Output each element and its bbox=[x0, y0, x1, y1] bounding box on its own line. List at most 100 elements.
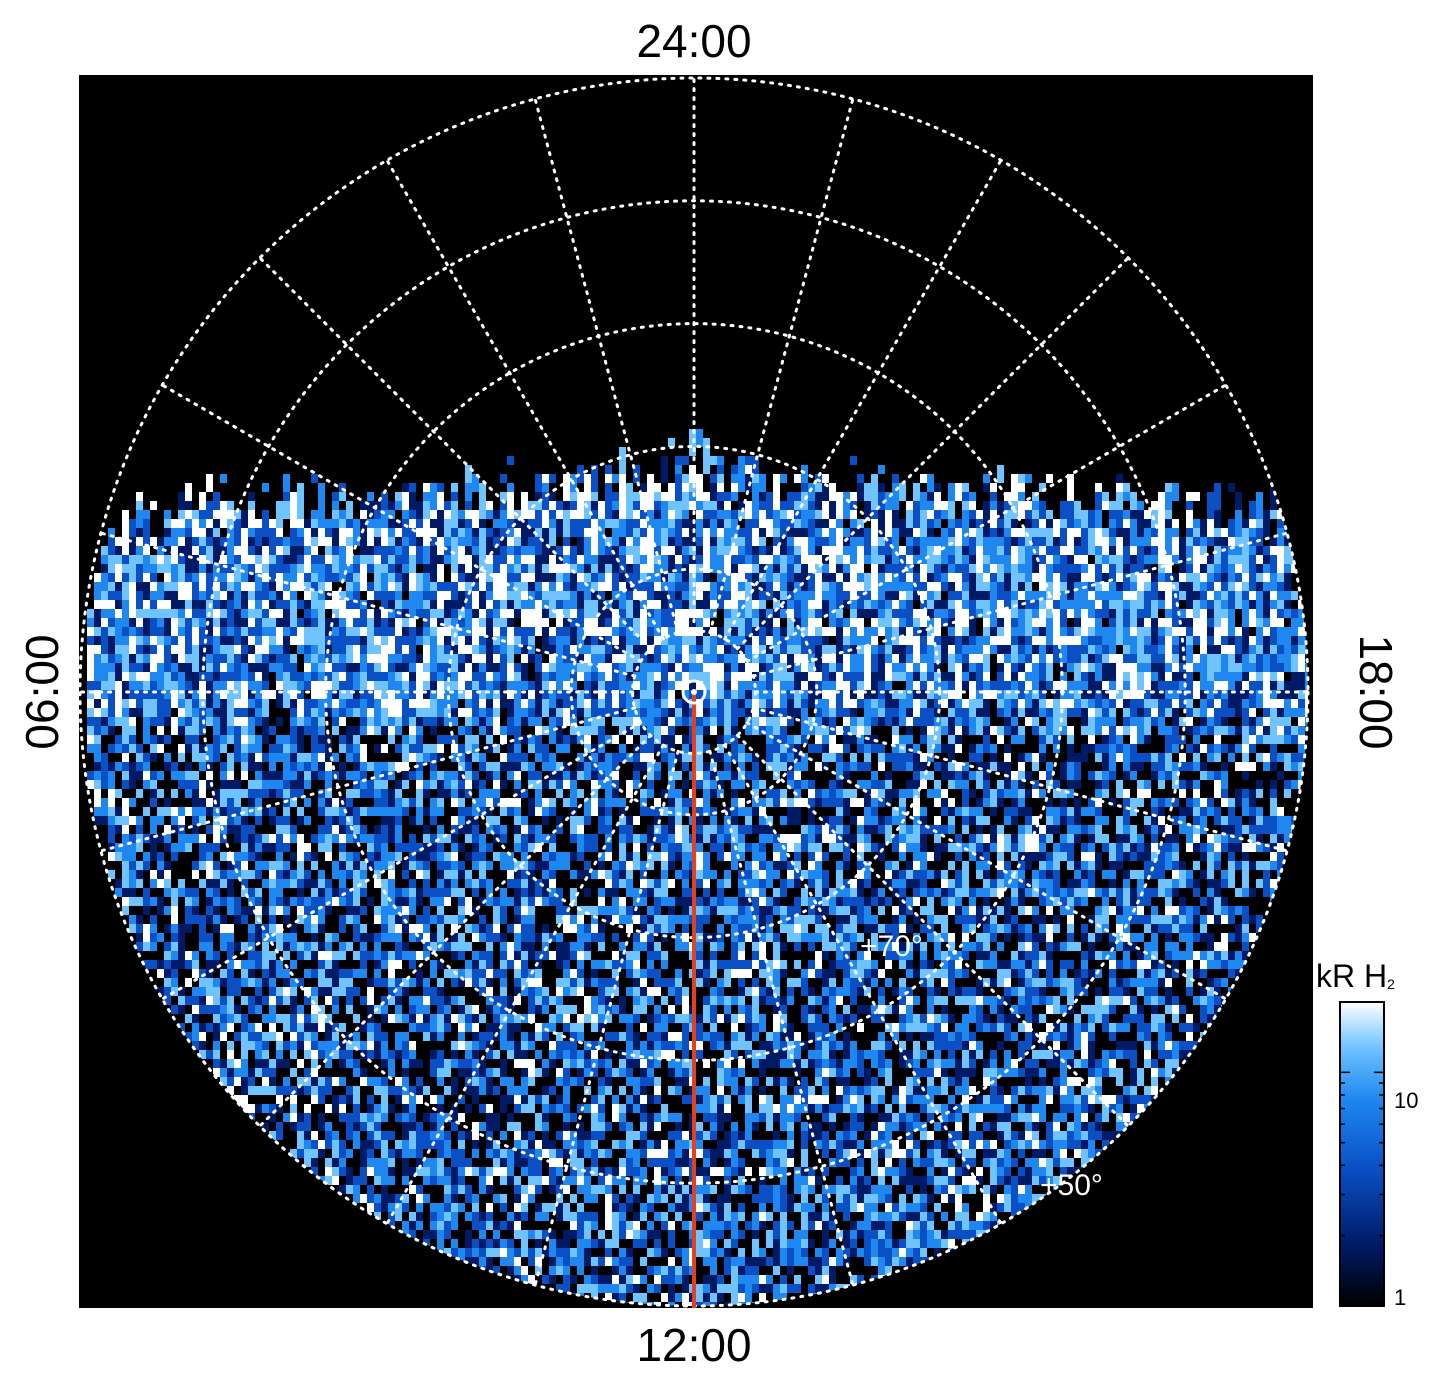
intensity-cell bbox=[1095, 708, 1102, 717]
intensity-cell bbox=[787, 708, 794, 717]
intensity-cell bbox=[395, 546, 402, 555]
intensity-cell bbox=[759, 645, 766, 654]
intensity-cell bbox=[857, 717, 864, 726]
intensity-cell bbox=[1116, 609, 1123, 627]
intensity-cell bbox=[304, 717, 311, 726]
intensity-cell bbox=[136, 510, 143, 519]
intensity-cell bbox=[199, 807, 206, 816]
intensity-cell bbox=[220, 627, 227, 636]
intensity-cell bbox=[381, 744, 388, 753]
intensity-cell bbox=[955, 807, 962, 816]
intensity-cell bbox=[738, 681, 745, 699]
intensity-cell bbox=[185, 780, 192, 789]
intensity-cell bbox=[192, 726, 199, 735]
intensity-cell bbox=[682, 609, 689, 636]
intensity-cell bbox=[1109, 735, 1116, 744]
intensity-cell bbox=[416, 726, 423, 735]
intensity-cell bbox=[248, 654, 255, 663]
intensity-cell bbox=[1123, 573, 1130, 582]
intensity-cell bbox=[1214, 564, 1221, 573]
intensity-cell bbox=[1116, 744, 1123, 753]
intensity-cell bbox=[836, 501, 843, 510]
intensity-cell bbox=[1123, 798, 1130, 807]
intensity-cell bbox=[199, 492, 206, 519]
intensity-cell bbox=[668, 600, 675, 618]
intensity-cell bbox=[346, 645, 353, 654]
intensity-cell bbox=[402, 618, 409, 627]
intensity-cell bbox=[696, 474, 703, 510]
intensity-cell bbox=[108, 789, 115, 798]
intensity-cell bbox=[864, 780, 871, 789]
intensity-cell bbox=[1067, 807, 1074, 816]
intensity-cell bbox=[472, 663, 479, 672]
intensity-cell bbox=[1270, 807, 1277, 816]
intensity-cell bbox=[1130, 726, 1137, 735]
intensity-cell bbox=[906, 708, 913, 717]
intensity-cell bbox=[1207, 519, 1214, 537]
intensity-cell bbox=[227, 609, 234, 627]
intensity-cell bbox=[668, 627, 675, 645]
intensity-cell bbox=[297, 726, 304, 735]
intensity-cell bbox=[458, 780, 465, 789]
intensity-cell bbox=[969, 564, 976, 573]
intensity-cell bbox=[997, 735, 1004, 744]
intensity-cell bbox=[395, 780, 402, 789]
intensity-cell bbox=[703, 654, 710, 663]
intensity-cell bbox=[395, 654, 402, 663]
intensity-cell bbox=[871, 771, 878, 780]
intensity-cell bbox=[878, 663, 885, 672]
intensity-cell bbox=[794, 807, 801, 816]
intensity-cell bbox=[206, 474, 213, 492]
intensity-cell bbox=[717, 528, 724, 537]
intensity-cell bbox=[899, 564, 906, 582]
intensity-cell bbox=[479, 798, 486, 807]
intensity-cell bbox=[696, 429, 703, 447]
intensity-cell bbox=[612, 573, 619, 582]
intensity-cell bbox=[234, 726, 241, 735]
intensity-cell bbox=[374, 510, 381, 519]
intensity-cell bbox=[633, 546, 640, 564]
intensity-cell bbox=[122, 753, 129, 762]
intensity-cell bbox=[108, 816, 115, 825]
intensity-cell bbox=[1102, 753, 1109, 762]
intensity-cell bbox=[1116, 780, 1123, 789]
intensity-cell bbox=[297, 564, 304, 573]
intensity-cell bbox=[556, 618, 563, 627]
intensity-cell bbox=[136, 762, 143, 771]
intensity-cell bbox=[178, 537, 185, 546]
intensity-cell bbox=[948, 780, 955, 789]
intensity-cell bbox=[458, 609, 465, 618]
intensity-cell bbox=[913, 753, 920, 762]
intensity-cell bbox=[682, 591, 689, 600]
intensity-cell bbox=[633, 573, 640, 600]
intensity-cell bbox=[584, 537, 591, 546]
intensity-cell bbox=[157, 735, 164, 744]
intensity-cell bbox=[479, 681, 486, 690]
intensity-cell bbox=[318, 753, 325, 762]
intensity-cell bbox=[1137, 726, 1144, 735]
intensity-cell bbox=[1235, 537, 1242, 546]
intensity-cell bbox=[1137, 501, 1144, 510]
intensity-cell bbox=[759, 672, 766, 681]
intensity-cell bbox=[843, 600, 850, 609]
intensity-cell bbox=[1109, 708, 1116, 717]
intensity-cell bbox=[563, 708, 570, 717]
intensity-cell bbox=[1221, 726, 1228, 735]
intensity-cell bbox=[444, 582, 451, 591]
intensity-cell bbox=[626, 564, 633, 573]
intensity-cell bbox=[591, 546, 598, 555]
intensity-cell bbox=[787, 798, 794, 807]
intensity-cell bbox=[654, 519, 661, 528]
intensity-cell bbox=[262, 654, 269, 663]
intensity-cell bbox=[1151, 798, 1158, 807]
intensity-cell bbox=[129, 744, 136, 753]
intensity-cell bbox=[1144, 726, 1151, 735]
intensity-cell bbox=[1144, 780, 1151, 789]
intensity-cell bbox=[486, 726, 493, 735]
intensity-cell bbox=[87, 645, 94, 681]
intensity-cell bbox=[878, 510, 885, 537]
intensity-cell bbox=[1032, 573, 1039, 582]
intensity-cell bbox=[402, 645, 409, 654]
intensity-cell bbox=[521, 654, 528, 663]
intensity-cell bbox=[360, 645, 367, 654]
